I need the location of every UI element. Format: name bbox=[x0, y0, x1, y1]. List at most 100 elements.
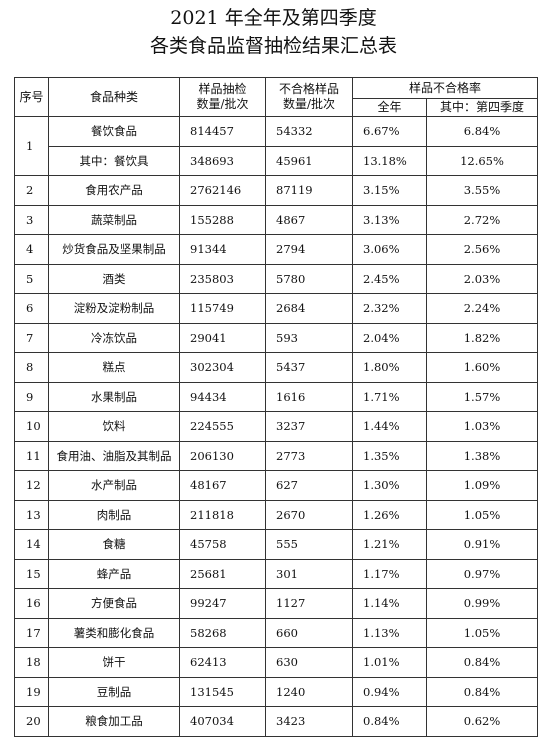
cell-samples: 115749 bbox=[179, 293, 266, 324]
cell-failed: 5780 bbox=[265, 263, 353, 294]
cell-category: 糕点 bbox=[48, 352, 180, 383]
header-samples: 样品抽检 数量/批次 bbox=[179, 77, 266, 117]
cell-failed: 5437 bbox=[265, 352, 353, 383]
cell-index: 3 bbox=[14, 204, 49, 235]
cell-rate-q4: 1.05% bbox=[425, 499, 539, 530]
cell-samples: 407034 bbox=[179, 706, 266, 737]
page-title-line1: 2021 年全年及第四季度 bbox=[170, 7, 377, 29]
header-failed: 不合格样品 数量/批次 bbox=[265, 77, 353, 117]
cell-rate-year: 0.84% bbox=[352, 706, 427, 737]
cell-rate-year: 1.14% bbox=[352, 588, 427, 619]
cell-samples: 302304 bbox=[179, 352, 266, 383]
cell-index: 11 bbox=[14, 440, 49, 471]
cell-rate-year: 6.67% bbox=[352, 116, 427, 147]
cell-samples: 58268 bbox=[179, 617, 266, 648]
header-index: 序号 bbox=[14, 77, 49, 117]
cell-category: 蜂产品 bbox=[48, 558, 180, 589]
cell-rate-year: 13.18% bbox=[352, 145, 427, 176]
cell-category: 水果制品 bbox=[48, 381, 180, 412]
cell-samples: 224555 bbox=[179, 411, 266, 442]
cell-category: 炒货食品及坚果制品 bbox=[48, 234, 180, 265]
cell-index: 5 bbox=[14, 263, 49, 294]
cell-rate-year: 1.44% bbox=[352, 411, 427, 442]
cell-rate-q4: 1.38% bbox=[425, 440, 539, 471]
table-row: 4 炒货食品及坚果制品 91344 2794 3.06% 2.56% bbox=[14, 234, 539, 265]
cell-index: 17 bbox=[14, 617, 49, 648]
cell-rate-q4: 0.91% bbox=[425, 529, 539, 560]
cell-index: 6 bbox=[14, 293, 49, 324]
table-row: 其中：餐饮具 348693 45961 13.18% 12.65% bbox=[15, 145, 539, 176]
cell-rate-year: 3.15% bbox=[352, 175, 427, 206]
cell-rate-q4: 2.24% bbox=[425, 293, 539, 324]
table-row: 6 淀粉及淀粉制品 115749 2684 2.32% 2.24% bbox=[14, 293, 539, 324]
cell-failed: 301 bbox=[265, 558, 353, 589]
cell-index: 16 bbox=[14, 588, 49, 619]
cell-category: 淀粉及淀粉制品 bbox=[48, 293, 180, 324]
cell-rate-year: 1.26% bbox=[352, 499, 427, 530]
cell-samples: 206130 bbox=[179, 440, 266, 471]
cell-category: 水产制品 bbox=[48, 470, 180, 501]
cell-index: 18 bbox=[14, 647, 49, 678]
cell-samples: 91344 bbox=[179, 234, 266, 265]
cell-rate-year: 2.04% bbox=[352, 322, 427, 353]
cell-failed: 2773 bbox=[265, 440, 353, 471]
table-row: 7 冷冻饮品 29041 593 2.04% 1.82% bbox=[14, 322, 539, 353]
cell-failed: 593 bbox=[265, 322, 353, 353]
cell-category: 食用油、油脂及其制品 bbox=[48, 440, 180, 471]
cell-category: 冷冻饮品 bbox=[48, 322, 180, 353]
cell-failed: 1240 bbox=[265, 676, 353, 707]
cell-samples: 211818 bbox=[179, 499, 266, 530]
cell-samples: 45758 bbox=[179, 529, 266, 560]
cell-rate-q4: 12.65% bbox=[425, 145, 539, 176]
cell-index: 20 bbox=[14, 706, 49, 737]
header-rate-year: 全年 bbox=[352, 98, 427, 117]
cell-failed: 2670 bbox=[265, 499, 353, 530]
cell-rate-year: 1.71% bbox=[352, 381, 427, 412]
cell-category: 饼干 bbox=[48, 647, 180, 678]
cell-samples: 155288 bbox=[179, 204, 266, 235]
cell-failed: 4867 bbox=[265, 204, 353, 235]
table-row: 14 食糖 45758 555 1.21% 0.91% bbox=[14, 529, 539, 560]
table-row: 2 食用农产品 2762146 87119 3.15% 3.55% bbox=[14, 175, 539, 206]
table-row: 13 肉制品 211818 2670 1.26% 1.05% bbox=[14, 499, 539, 530]
table-body: 1 餐饮食品 814457 54332 6.67% 6.84% 其中：餐饮具 348693 45… bbox=[14, 116, 539, 737]
table-row: 18 饼干 62413 630 1.01% 0.84% bbox=[14, 647, 539, 678]
cell-rate-q4: 1.60% bbox=[425, 352, 539, 383]
table-row: 17 薯类和膨化食品 58268 660 1.13% 1.05% bbox=[14, 617, 539, 648]
table-row: 20 粮食加工品 407034 3423 0.84% 0.62% bbox=[14, 706, 539, 737]
table-row: 10 饮料 224555 3237 1.44% 1.03% bbox=[14, 411, 539, 442]
table-row: 3 蔬菜制品 155288 4867 3.13% 2.72% bbox=[14, 204, 539, 235]
cell-failed: 555 bbox=[265, 529, 353, 560]
cell-rate-q4: 1.03% bbox=[425, 411, 539, 442]
cell-failed: 87119 bbox=[265, 175, 353, 206]
cell-category: 餐饮食品 bbox=[48, 116, 180, 147]
cell-samples: 131545 bbox=[179, 676, 266, 707]
cell-failed: 54332 bbox=[265, 116, 353, 147]
header-failed-line2: 数量/批次 bbox=[282, 97, 336, 111]
cell-failed: 3237 bbox=[265, 411, 353, 442]
cell-index: 10 bbox=[14, 411, 49, 442]
cell-category: 其中：餐饮具 bbox=[48, 145, 180, 176]
cell-index: 14 bbox=[14, 529, 49, 560]
cell-failed: 627 bbox=[265, 470, 353, 501]
cell-category: 食用农产品 bbox=[48, 175, 180, 206]
cell-samples: 29041 bbox=[179, 322, 266, 353]
cell-index: 1 bbox=[14, 116, 49, 176]
cell-failed: 660 bbox=[265, 617, 353, 648]
header-rate-q4: 其中：第四季度 bbox=[425, 98, 539, 117]
cell-rate-year: 2.32% bbox=[352, 293, 427, 324]
cell-rate-q4: 1.05% bbox=[425, 617, 539, 648]
table-row: 16 方便食品 99247 1127 1.14% 0.99% bbox=[14, 588, 539, 619]
inspection-results-table: 序号 食品种类 样品抽检 数量/批次 不合格样品 数量/批次 样品不合格率 全年… bbox=[14, 77, 539, 737]
cell-samples: 235803 bbox=[179, 263, 266, 294]
cell-failed: 45961 bbox=[265, 145, 353, 176]
cell-category: 豆制品 bbox=[48, 676, 180, 707]
cell-index: 7 bbox=[14, 322, 49, 353]
cell-failed: 1127 bbox=[265, 588, 353, 619]
cell-samples: 2762146 bbox=[179, 175, 266, 206]
cell-index: 13 bbox=[14, 499, 49, 530]
cell-rate-q4: 1.09% bbox=[425, 470, 539, 501]
cell-failed: 1616 bbox=[265, 381, 353, 412]
table-row: 15 蜂产品 25681 301 1.17% 0.97% bbox=[14, 558, 539, 589]
cell-rate-q4: 1.57% bbox=[425, 381, 539, 412]
